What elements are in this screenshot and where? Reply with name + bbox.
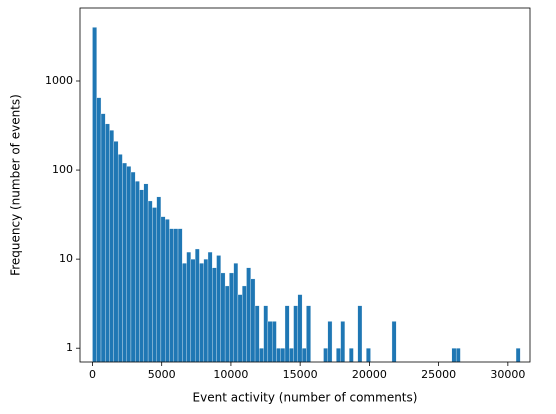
bar xyxy=(272,321,277,363)
bar xyxy=(515,348,521,363)
bar xyxy=(451,348,457,363)
bar xyxy=(186,251,192,363)
bar xyxy=(117,154,123,363)
bar xyxy=(173,228,179,363)
bar xyxy=(92,27,97,363)
bar xyxy=(284,305,290,363)
bar xyxy=(276,348,281,363)
bar xyxy=(190,258,196,363)
bar xyxy=(301,348,307,363)
bar xyxy=(122,162,127,363)
bar xyxy=(267,321,273,363)
bar xyxy=(130,171,136,363)
bar xyxy=(349,348,354,363)
bar xyxy=(220,272,226,363)
bar xyxy=(109,130,115,363)
bar xyxy=(224,285,230,363)
y-tick-label: 10 xyxy=(59,252,73,265)
bar xyxy=(126,166,132,363)
bar xyxy=(143,183,149,363)
bar xyxy=(169,228,174,363)
bar xyxy=(250,278,256,363)
bar xyxy=(455,348,461,363)
x-tick-label: 20000 xyxy=(352,368,387,381)
bar xyxy=(96,97,102,363)
bar xyxy=(165,219,170,363)
bar xyxy=(160,216,166,363)
x-tick-label: 25000 xyxy=(421,368,456,381)
bar xyxy=(199,263,204,363)
y-tick-label: 100 xyxy=(52,163,73,176)
x-tick-label: 5000 xyxy=(148,368,176,381)
bar xyxy=(297,294,303,363)
bar xyxy=(263,305,269,363)
bar xyxy=(242,285,247,363)
bar xyxy=(293,305,298,363)
bar xyxy=(194,248,200,363)
bar xyxy=(100,113,106,363)
bar xyxy=(323,348,328,363)
y-tick-label: 1 xyxy=(66,341,73,354)
bar xyxy=(254,305,260,363)
bar xyxy=(147,200,153,363)
bar xyxy=(336,348,341,363)
x-tick-label: 30000 xyxy=(490,368,525,381)
plot-frame xyxy=(79,7,531,363)
bar xyxy=(237,294,243,363)
x-tick-label: 15000 xyxy=(283,368,318,381)
x-axis-label: Event activity (number of comments) xyxy=(193,391,418,405)
bar xyxy=(229,272,234,363)
bar xyxy=(216,255,221,363)
bar xyxy=(340,321,346,363)
bar xyxy=(280,348,286,363)
bar xyxy=(327,321,333,363)
bar xyxy=(113,141,119,363)
bar xyxy=(289,348,294,363)
x-tick-label: 10000 xyxy=(213,368,248,381)
bar xyxy=(366,348,371,363)
bar xyxy=(203,258,209,363)
bar xyxy=(182,263,187,363)
bar xyxy=(306,305,311,363)
bar xyxy=(212,267,217,363)
bar xyxy=(105,123,110,363)
y-tick-label: 1000 xyxy=(45,74,73,87)
bar xyxy=(207,251,213,363)
bar xyxy=(139,189,144,363)
bar xyxy=(246,267,251,363)
bar xyxy=(357,305,363,363)
bar xyxy=(177,228,183,363)
bar xyxy=(259,348,264,363)
bar xyxy=(152,207,157,363)
y-axis-label: Frequency (number of events) xyxy=(9,94,23,276)
bar xyxy=(156,196,162,363)
bar xyxy=(391,321,397,363)
x-tick-label: 0 xyxy=(89,368,96,381)
bar xyxy=(135,181,140,363)
bar xyxy=(233,263,239,363)
